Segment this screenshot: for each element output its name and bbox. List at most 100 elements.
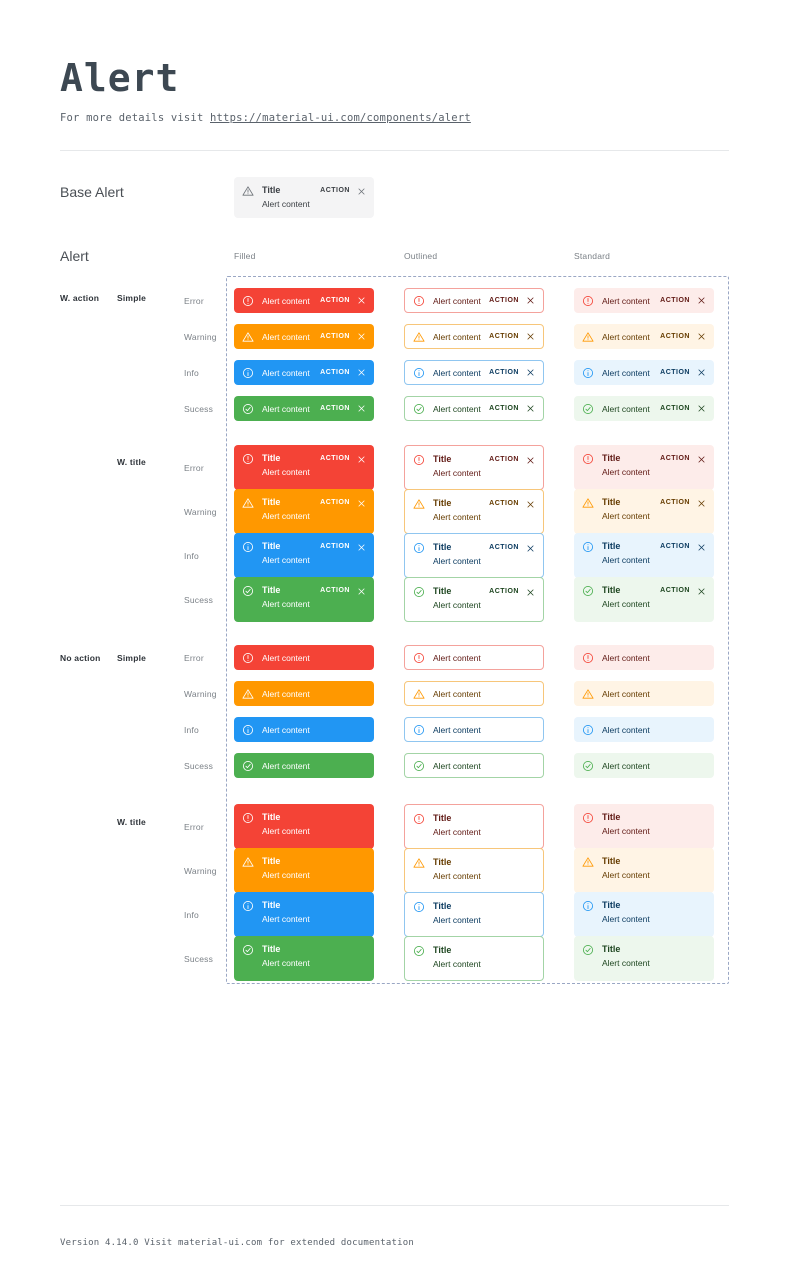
alert-action-button[interactable]: ACTION [320, 499, 350, 506]
docs-link[interactable]: https://material-ui.com/components/alert [210, 112, 471, 124]
info-outline-icon [242, 724, 254, 736]
alert-content: Alert content [602, 599, 650, 609]
close-icon[interactable] [697, 404, 706, 413]
info-outline-icon [413, 901, 425, 913]
alert-filled-error-simple-with-action: Alert content ACTION [234, 288, 374, 313]
close-icon[interactable] [526, 296, 535, 305]
alert-standard-error-simple-with-action: Alert content ACTION [574, 288, 714, 313]
alert-actions: ACTION [660, 497, 706, 509]
alert-actions: ACTION [660, 367, 706, 379]
row-label-severity-warning: Warning [184, 506, 217, 517]
close-icon[interactable] [697, 587, 706, 596]
column-header-outlined: Outlined [404, 251, 438, 261]
close-icon[interactable] [697, 332, 706, 341]
alert-outlined-info-simple: Alert content [404, 717, 544, 742]
close-icon[interactable] [357, 187, 366, 196]
close-icon[interactable] [357, 499, 366, 508]
alert-action-button[interactable]: ACTION [320, 368, 350, 376]
alert-action-button[interactable]: ACTION [660, 296, 690, 304]
close-icon[interactable] [357, 368, 366, 377]
check-circle-outline-icon [413, 945, 425, 957]
alert-action-button[interactable]: ACTION [489, 588, 519, 595]
alert-action-button[interactable]: ACTION [320, 187, 350, 194]
alert-action-button[interactable]: ACTION [489, 456, 519, 463]
close-icon[interactable] [526, 404, 535, 413]
close-icon[interactable] [526, 500, 535, 509]
alert-title: Title [602, 453, 621, 463]
alert-content: Alert content [602, 760, 650, 771]
check-circle-outline-icon [413, 586, 425, 598]
alert-action-button[interactable]: ACTION [489, 544, 519, 551]
error-outline-icon [242, 295, 254, 307]
check-circle-outline-icon [413, 403, 425, 415]
close-icon[interactable] [357, 332, 366, 341]
alert-outlined-error-with-title-with-action: Title Alert content ACTION [404, 445, 544, 490]
row-label-severity-info: Info [184, 367, 199, 378]
alert-action-button[interactable]: ACTION [660, 368, 690, 376]
alert-outlined-warning-simple-with-action: Alert content ACTION [404, 324, 544, 349]
alert-content: Alert content [433, 652, 481, 663]
close-icon[interactable] [357, 587, 366, 596]
alert-action-button[interactable]: ACTION [320, 587, 350, 594]
close-icon[interactable] [526, 368, 535, 377]
alert-filled-info-with-title-with-action: Title Alert content ACTION [234, 533, 374, 578]
alert-action-button[interactable]: ACTION [489, 404, 519, 412]
alert-action-button[interactable]: ACTION [660, 332, 690, 340]
error-outline-icon [582, 652, 594, 664]
alert-title: Title [262, 585, 281, 595]
close-icon[interactable] [526, 588, 535, 597]
alert-action-button[interactable]: ACTION [320, 404, 350, 412]
alert-content: Alert content [433, 724, 481, 735]
alert-body: Alert content [602, 331, 654, 343]
close-icon[interactable] [697, 543, 706, 552]
alert-standard-info-with-title-with-action: Title Alert content ACTION [574, 533, 714, 578]
alert-action-button[interactable]: ACTION [489, 296, 519, 304]
alert-body: Alert content [262, 724, 366, 736]
alert-title: Title [433, 813, 452, 823]
close-icon[interactable] [357, 404, 366, 413]
check-circle-outline-icon [582, 403, 594, 415]
alert-action-button[interactable]: ACTION [320, 296, 350, 304]
alert-title: Title [433, 586, 452, 596]
alert-action-button[interactable]: ACTION [320, 543, 350, 550]
check-circle-outline-icon [582, 944, 594, 956]
alert-title: Title [602, 812, 621, 822]
close-icon[interactable] [526, 456, 535, 465]
close-icon[interactable] [526, 544, 535, 553]
alert-action-button[interactable]: ACTION [489, 368, 519, 376]
close-icon[interactable] [697, 455, 706, 464]
alert-content: Alert content [262, 367, 310, 378]
alert-standard-error-with-title-with-action: Title Alert content ACTION [574, 445, 714, 490]
alert-outlined-info-with-title: Title Alert content [404, 892, 544, 937]
alert-action-button[interactable]: ACTION [660, 455, 690, 462]
alert-action-button[interactable]: ACTION [489, 332, 519, 340]
row-label-severity-warning: Warning [184, 688, 217, 699]
alert-body: Alert content [602, 295, 654, 307]
alert-action-button[interactable]: ACTION [660, 499, 690, 506]
alert-body: Title Alert content [602, 452, 654, 478]
close-icon[interactable] [357, 543, 366, 552]
close-icon[interactable] [526, 332, 535, 341]
error-outline-icon [413, 813, 425, 825]
alert-action-button[interactable]: ACTION [320, 332, 350, 340]
alert-body: Alert content [602, 724, 706, 736]
close-icon[interactable] [357, 296, 366, 305]
close-icon[interactable] [697, 296, 706, 305]
info-outline-icon [242, 541, 254, 553]
close-icon[interactable] [357, 455, 366, 464]
alert-title: Title [433, 945, 452, 955]
close-icon[interactable] [697, 499, 706, 508]
alert-action-button[interactable]: ACTION [660, 587, 690, 594]
info-outline-icon [582, 541, 594, 553]
alert-action-button[interactable]: ACTION [489, 500, 519, 507]
check-circle-outline-icon [242, 585, 254, 597]
alert-body: Alert content [433, 403, 483, 415]
alert-action-button[interactable]: ACTION [660, 543, 690, 550]
alert-content: Alert content [433, 827, 481, 837]
close-icon[interactable] [697, 368, 706, 377]
alert-filled-info-simple-with-action: Alert content ACTION [234, 360, 374, 385]
alert-actions: ACTION [660, 541, 706, 553]
alert-action-button[interactable]: ACTION [320, 455, 350, 462]
alert-action-button[interactable]: ACTION [660, 404, 690, 412]
alert-content: Alert content [602, 826, 650, 836]
